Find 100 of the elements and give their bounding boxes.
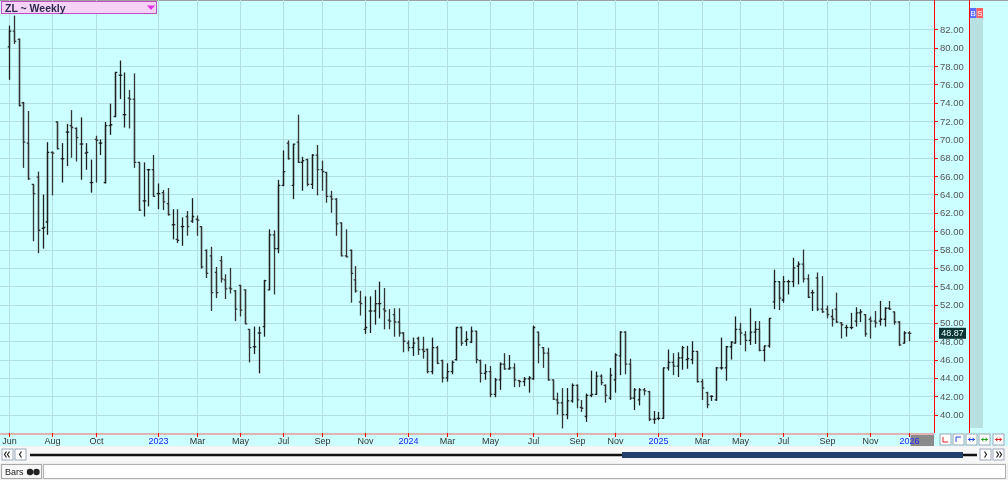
- candlestick: [142, 161, 147, 218]
- candlestick: [334, 197, 339, 237]
- y-tick-label: 46.00: [940, 354, 964, 366]
- candlestick: [247, 328, 252, 364]
- x-tick-label: Oct: [89, 436, 104, 446]
- candlestick: [897, 320, 902, 347]
- x-tick-label: May: [481, 436, 500, 446]
- candlestick: [695, 350, 700, 384]
- x-tick-label: 2023: [148, 436, 169, 446]
- candlestick: [291, 143, 296, 200]
- candlestick: [45, 141, 50, 236]
- candlestick: [324, 171, 329, 204]
- candlestick: [199, 225, 204, 270]
- y-tick-label: 42.00: [940, 390, 964, 402]
- candlestick: [440, 358, 445, 384]
- x-tick-label: Sep: [819, 436, 836, 446]
- candlestick: [618, 330, 623, 376]
- candlestick: [55, 121, 60, 151]
- x-tick-label: Jul: [777, 436, 790, 446]
- candlestick: [815, 271, 820, 312]
- candlestick: [233, 289, 238, 322]
- text: Bars: [5, 467, 25, 477]
- candlestick: [151, 154, 156, 197]
- x-tick-label: Jun: [2, 436, 17, 446]
- candlestick: [368, 295, 373, 334]
- chart-title: ZL ~ Weekly: [5, 2, 66, 14]
- x-tick-label: Sep: [569, 436, 586, 446]
- candlestick: [474, 330, 479, 364]
- x-tick-label: Jul: [277, 436, 290, 446]
- candlestick: [584, 392, 589, 423]
- y-tick-label: 62.00: [940, 207, 964, 219]
- candlestick: [7, 25, 12, 81]
- candlestick: [536, 331, 541, 364]
- candlestick: [719, 336, 724, 371]
- x-tick-label: 2026: [899, 436, 920, 446]
- candlestick: [801, 248, 806, 284]
- y-tick-label: 82.00: [940, 23, 964, 35]
- candlestick: [551, 379, 556, 401]
- candlestick: [79, 116, 84, 181]
- y-tick-label: 72.00: [940, 115, 964, 127]
- candlestick: [339, 222, 344, 257]
- candlestick: [454, 326, 459, 362]
- candlestick: [570, 382, 575, 404]
- candlestick: [267, 228, 272, 291]
- candlestick: [531, 325, 536, 381]
- x-tick-label: Sep: [314, 436, 331, 446]
- candlestick: [714, 366, 719, 402]
- x-tick-label: 2024: [398, 436, 419, 446]
- candlestick: [315, 144, 320, 197]
- x-tick-label: Jul: [527, 436, 540, 446]
- candlestick: [777, 280, 782, 311]
- candlestick: [17, 37, 22, 108]
- candlestick: [209, 246, 214, 312]
- candlestick: [613, 352, 618, 394]
- y-tick-label: 40.00: [940, 409, 964, 421]
- candlestick: [724, 345, 729, 382]
- candlestick: [647, 390, 652, 422]
- candlestick: [344, 228, 349, 258]
- candlestick: [296, 114, 301, 164]
- x-tick-label: Mar: [439, 436, 456, 446]
- candlestick: [276, 179, 281, 254]
- candlestick: [65, 123, 70, 167]
- candlestick: [262, 279, 267, 338]
- candlestick: [608, 367, 613, 401]
- y-tick-label: 80.00: [940, 42, 964, 54]
- candlestick: [21, 101, 26, 169]
- candlestick: [757, 320, 762, 352]
- candlestick: [806, 273, 811, 299]
- candlestick: [132, 72, 137, 169]
- candlestick: [488, 365, 493, 398]
- candlestick: [863, 314, 868, 338]
- candlestick: [459, 325, 464, 347]
- y-tick-label: 64.00: [940, 188, 964, 200]
- candlestick: [430, 336, 435, 375]
- candlestick: [772, 269, 777, 310]
- y-tick-label: 50.00: [940, 317, 964, 329]
- x-tick-label: May: [231, 436, 250, 446]
- candlestick: [257, 325, 262, 375]
- candlestick: [498, 361, 503, 391]
- x-tick-label: Nov: [357, 436, 374, 446]
- candlestick: [310, 153, 315, 190]
- candlestick: [767, 317, 772, 349]
- y-tick-label: 66.00: [940, 170, 964, 182]
- x-tick-label: Mar: [694, 436, 711, 446]
- candlestick: [594, 370, 599, 396]
- y-tick-label: 74.00: [940, 97, 964, 109]
- candlestick: [214, 266, 219, 299]
- candlestick: [425, 347, 430, 375]
- y-tick-label: 68.00: [940, 152, 964, 164]
- candlestick: [228, 267, 233, 295]
- y-tick-label: 52.00: [940, 299, 964, 311]
- x-tick-label: Aug: [44, 436, 61, 446]
- candlestick: [243, 289, 248, 325]
- y-tick-label: 60.00: [940, 225, 964, 237]
- candlestick: [575, 383, 580, 409]
- y-tick-label: 56.00: [940, 262, 964, 274]
- candlestick: [435, 345, 440, 365]
- candlestick: [623, 330, 628, 375]
- candlestick: [286, 139, 291, 161]
- candlestick: [305, 158, 310, 187]
